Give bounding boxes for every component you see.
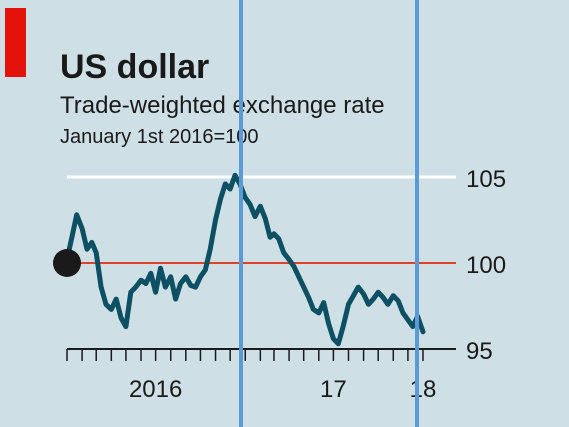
y-tick-label: 105 (466, 166, 506, 193)
series-line (64, 172, 426, 347)
start-point-marker (53, 249, 81, 277)
y-tick-label: 100 (466, 252, 506, 279)
chart-title: US dollar (60, 48, 209, 86)
x-tick-label: 17 (320, 376, 347, 403)
brand-accent-bar (5, 8, 26, 77)
gridlines (67, 175, 456, 264)
overlay-lines (239, 0, 419, 427)
y-tick-label: 95 (466, 338, 493, 365)
series-layer (53, 172, 426, 347)
chart-index-note: January 1st 2016=100 (60, 126, 259, 148)
chart-subtitle: Trade-weighted exchange rate (60, 92, 385, 119)
x-tick-label: 2016 (129, 376, 182, 403)
x-axis: 2016 17 18 (66, 348, 456, 403)
y-axis-tick-labels: 105 100 95 (466, 166, 506, 365)
x-tick-label: 18 (410, 376, 437, 403)
